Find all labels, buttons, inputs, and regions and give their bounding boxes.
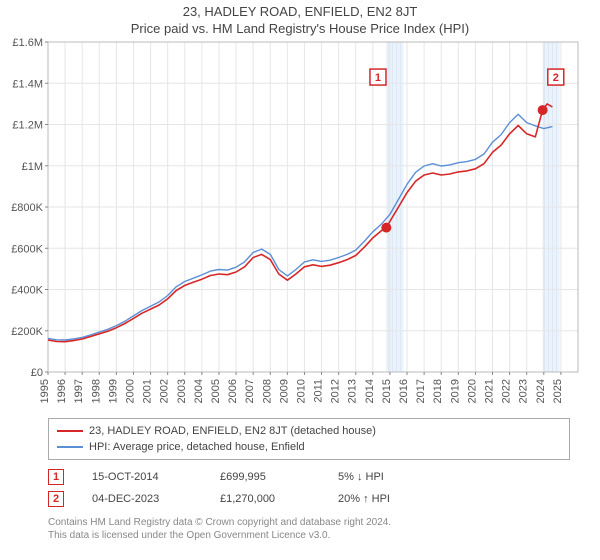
transaction-price: £699,995 bbox=[220, 471, 310, 483]
svg-text:2012: 2012 bbox=[330, 379, 342, 403]
footer-attribution: Contains HM Land Registry data © Crown c… bbox=[48, 516, 570, 542]
svg-text:£400K: £400K bbox=[11, 285, 43, 297]
legend-swatch bbox=[57, 446, 83, 448]
svg-text:2011: 2011 bbox=[313, 379, 325, 403]
svg-text:2022: 2022 bbox=[501, 379, 513, 403]
svg-text:2005: 2005 bbox=[210, 379, 222, 403]
legend-label: 23, HADLEY ROAD, ENFIELD, EN2 8JT (detac… bbox=[89, 425, 376, 437]
svg-text:1999: 1999 bbox=[107, 379, 119, 403]
legend: 23, HADLEY ROAD, ENFIELD, EN2 8JT (detac… bbox=[48, 418, 570, 460]
legend-label: HPI: Average price, detached house, Enfi… bbox=[89, 441, 305, 453]
transaction-badge: 1 bbox=[48, 469, 64, 485]
transaction-delta: 5% ↓ HPI bbox=[338, 471, 384, 483]
legend-item: 23, HADLEY ROAD, ENFIELD, EN2 8JT (detac… bbox=[57, 423, 561, 439]
svg-text:2008: 2008 bbox=[261, 379, 273, 403]
transaction-row: 1 15-OCT-2014 £699,995 5% ↓ HPI bbox=[48, 466, 570, 488]
svg-text:2000: 2000 bbox=[124, 379, 136, 403]
svg-text:£0: £0 bbox=[31, 367, 43, 379]
legend-swatch bbox=[57, 430, 83, 432]
transaction-date: 04-DEC-2023 bbox=[92, 493, 192, 505]
svg-text:£1M: £1M bbox=[22, 161, 43, 173]
svg-text:£600K: £600K bbox=[11, 243, 43, 255]
svg-text:2017: 2017 bbox=[415, 379, 427, 403]
footer-line1: Contains HM Land Registry data © Crown c… bbox=[48, 516, 570, 529]
transaction-delta: 20% ↑ HPI bbox=[338, 493, 390, 505]
title-subtitle: Price paid vs. HM Land Registry's House … bbox=[0, 21, 600, 36]
svg-text:2010: 2010 bbox=[295, 379, 307, 403]
transactions-table: 1 15-OCT-2014 £699,995 5% ↓ HPI 2 04-DEC-2023… bbox=[48, 466, 570, 510]
svg-text:£1.6M: £1.6M bbox=[12, 37, 43, 49]
transaction-row: 2 04-DEC-2023 £1,270,000 20% ↑ HPI bbox=[48, 488, 570, 510]
title-address: 23, HADLEY ROAD, ENFIELD, EN2 8JT bbox=[0, 4, 600, 19]
svg-text:1997: 1997 bbox=[73, 379, 85, 403]
svg-text:2006: 2006 bbox=[227, 379, 239, 403]
svg-text:£800K: £800K bbox=[11, 202, 43, 214]
chart-container: 23, HADLEY ROAD, ENFIELD, EN2 8JT Price … bbox=[0, 0, 600, 542]
svg-text:2: 2 bbox=[553, 72, 559, 84]
svg-text:£200K: £200K bbox=[11, 326, 43, 338]
svg-text:2002: 2002 bbox=[159, 379, 171, 403]
svg-text:2016: 2016 bbox=[398, 379, 410, 403]
footer-line2: This data is licensed under the Open Gov… bbox=[48, 529, 570, 542]
svg-text:2013: 2013 bbox=[347, 379, 359, 403]
chart-svg: £0 £200K £400K £600K £800K £1M £1.2M £1.4M £1.6M… bbox=[0, 36, 600, 414]
svg-text:2024: 2024 bbox=[535, 379, 547, 403]
svg-text:2007: 2007 bbox=[244, 379, 256, 403]
svg-text:2004: 2004 bbox=[193, 379, 205, 403]
svg-text:2023: 2023 bbox=[518, 379, 530, 403]
svg-text:1995: 1995 bbox=[39, 379, 51, 403]
transaction-date: 15-OCT-2014 bbox=[92, 471, 192, 483]
chart-area: £0 £200K £400K £600K £800K £1M £1.2M £1.4M £1.6M… bbox=[0, 36, 600, 414]
titles: 23, HADLEY ROAD, ENFIELD, EN2 8JT Price … bbox=[0, 0, 600, 36]
transaction-price: £1,270,000 bbox=[220, 493, 310, 505]
svg-text:1998: 1998 bbox=[90, 379, 102, 403]
svg-text:2019: 2019 bbox=[449, 379, 461, 403]
svg-text:2018: 2018 bbox=[432, 379, 444, 403]
legend-item: HPI: Average price, detached house, Enfi… bbox=[57, 439, 561, 455]
svg-text:2001: 2001 bbox=[142, 379, 154, 403]
svg-text:2003: 2003 bbox=[176, 379, 188, 403]
svg-text:2020: 2020 bbox=[466, 379, 478, 403]
transaction-badge: 2 bbox=[48, 491, 64, 507]
svg-text:1: 1 bbox=[375, 72, 381, 84]
svg-text:2021: 2021 bbox=[484, 379, 496, 403]
svg-text:2009: 2009 bbox=[278, 379, 290, 403]
svg-text:2025: 2025 bbox=[552, 379, 564, 403]
svg-text:£1.2M: £1.2M bbox=[12, 120, 43, 132]
svg-text:1996: 1996 bbox=[56, 379, 68, 403]
svg-text:£1.4M: £1.4M bbox=[12, 78, 43, 90]
svg-text:2014: 2014 bbox=[364, 379, 376, 403]
svg-text:2015: 2015 bbox=[381, 379, 393, 403]
